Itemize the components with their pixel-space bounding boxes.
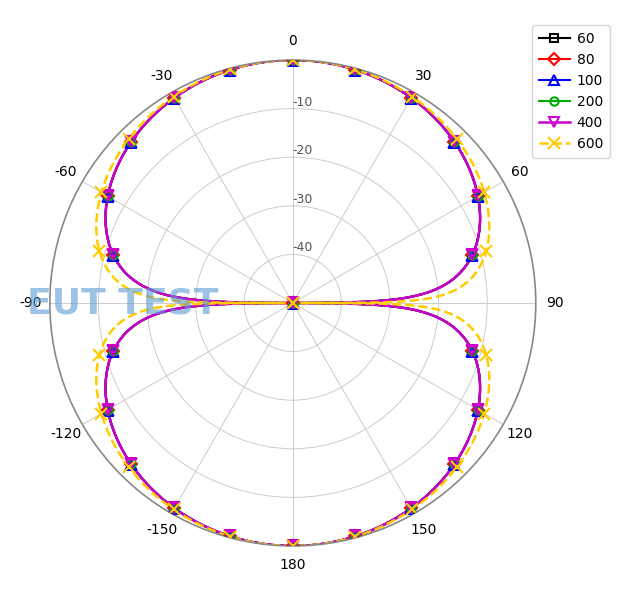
Text: EUT TEST: EUT TEST: [27, 286, 219, 320]
Legend: 60, 80, 100, 200, 400, 600: 60, 80, 100, 200, 400, 600: [532, 25, 610, 158]
